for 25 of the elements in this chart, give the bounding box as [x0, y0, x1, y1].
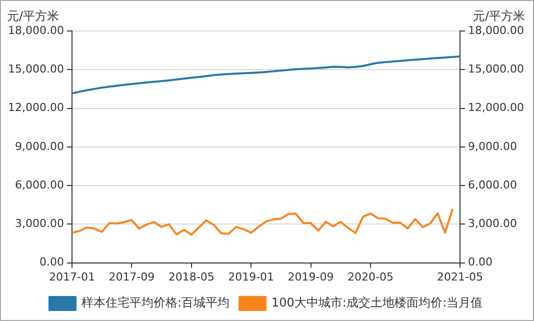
x-tick-label: 2019-01 — [228, 270, 274, 284]
legend-label: 样本住宅平均价格:百城平均 — [81, 296, 230, 310]
legend-label: 100大中城市:成交土地楼面均价:当月值 — [272, 296, 483, 310]
y-tick-label: 0.00 — [39, 256, 64, 269]
y2-tick-label: 9,000.00 — [468, 140, 518, 153]
x-tick-label: 2019-09 — [288, 270, 334, 284]
y-tick-label: 9,000.00 — [15, 140, 64, 153]
x-tick-label: 2021-05 — [437, 270, 483, 284]
y-tick-label: 3,000.00 — [15, 217, 64, 230]
y-tick-label: 6,000.00 — [15, 178, 64, 192]
y2-axis-title: 元/平方米 — [472, 9, 525, 24]
y-tick-label: 15,000.00 — [8, 62, 64, 76]
x-tick-label: 2017-09 — [108, 270, 155, 284]
y2-tick-label: 6,000.00 — [468, 178, 518, 192]
y2-tick-label: 15,000.00 — [468, 62, 524, 76]
x-tick-label: 2018-05 — [168, 270, 214, 284]
y2-tick-label: 3,000.00 — [468, 217, 518, 230]
y2-tick-label: 12,000.00 — [468, 101, 524, 114]
x-tick-label: 2017-01 — [49, 270, 95, 284]
y-tick-label: 12,000.00 — [8, 101, 64, 114]
x-tick-label: 2020-05 — [347, 270, 394, 284]
y2-tick-label: 18,000.00 — [468, 24, 524, 37]
y2-tick-label: 0.00 — [468, 256, 493, 269]
y-tick-label: 18,000.00 — [8, 24, 64, 37]
y-axis-title: 元/平方米 — [7, 9, 60, 24]
